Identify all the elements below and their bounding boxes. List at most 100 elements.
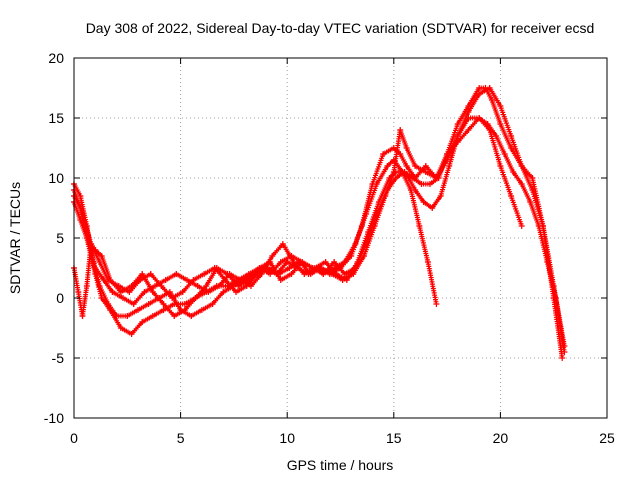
series-line bbox=[73, 117, 566, 347]
data-point bbox=[476, 85, 483, 91]
x-tick-label: 20 bbox=[493, 430, 509, 446]
data-point bbox=[98, 295, 105, 301]
data-point bbox=[429, 205, 436, 211]
axis-ticks: 0 5 10 15 20 25 -10 -5 0 5 10 15 20 bbox=[44, 50, 615, 446]
data-point bbox=[307, 271, 314, 277]
data-point bbox=[454, 139, 461, 145]
series-line bbox=[73, 159, 438, 335]
data-point bbox=[501, 151, 508, 157]
y-tick-label: -5 bbox=[52, 350, 65, 366]
data-point bbox=[139, 319, 146, 325]
x-tick-label: 10 bbox=[279, 430, 295, 446]
data-point bbox=[160, 301, 167, 307]
data-point bbox=[433, 301, 440, 307]
data-point bbox=[139, 271, 146, 277]
data-point bbox=[267, 271, 274, 277]
data-point bbox=[269, 253, 276, 259]
x-axis-label: GPS time / hours bbox=[287, 457, 394, 473]
data-point bbox=[422, 169, 429, 175]
chart-title: Day 308 of 2022, Sidereal Day-to-day VTE… bbox=[86, 20, 595, 36]
data-point bbox=[171, 301, 178, 307]
data-point bbox=[352, 241, 359, 247]
series-markers bbox=[71, 115, 567, 347]
data-point bbox=[341, 271, 348, 277]
data-point bbox=[301, 271, 308, 277]
data-point bbox=[92, 247, 99, 253]
data-point bbox=[245, 271, 252, 277]
data-point bbox=[120, 295, 126, 301]
data-point bbox=[205, 289, 212, 295]
data-point bbox=[392, 175, 399, 181]
data-point bbox=[173, 271, 180, 277]
data-point bbox=[267, 259, 274, 265]
data-point bbox=[422, 163, 429, 169]
data-point bbox=[454, 133, 461, 139]
data-point bbox=[149, 289, 156, 295]
y-axis-label: SDTVAR / TECUs bbox=[7, 182, 23, 294]
data-point bbox=[403, 145, 410, 151]
data-point bbox=[373, 211, 380, 217]
data-point bbox=[107, 277, 114, 283]
data-point bbox=[384, 187, 391, 193]
data-point bbox=[446, 163, 453, 169]
y-tick-label: -10 bbox=[44, 410, 64, 426]
data-point bbox=[243, 283, 250, 289]
data-point bbox=[384, 163, 391, 169]
series-track-2 bbox=[71, 157, 440, 337]
data-point bbox=[322, 259, 329, 265]
data-point bbox=[508, 133, 515, 139]
data-point bbox=[518, 223, 525, 229]
data-point bbox=[318, 265, 325, 271]
data-point bbox=[497, 121, 504, 127]
data-point bbox=[160, 307, 167, 313]
data-point bbox=[188, 313, 195, 319]
y-tick-label: 20 bbox=[48, 50, 64, 66]
data-point bbox=[284, 259, 291, 265]
data-point bbox=[203, 283, 210, 289]
data-point bbox=[277, 277, 284, 283]
data-point bbox=[484, 121, 491, 127]
plot-frame bbox=[73, 57, 608, 419]
data-point bbox=[552, 295, 559, 301]
y-tick-label: 15 bbox=[48, 110, 64, 126]
data-point bbox=[265, 265, 271, 271]
data-point bbox=[444, 151, 451, 157]
grid bbox=[74, 58, 607, 418]
data-point bbox=[403, 163, 410, 169]
data-point bbox=[181, 307, 188, 313]
data-point bbox=[162, 277, 169, 283]
data-point bbox=[508, 193, 515, 199]
series-track-5 bbox=[71, 115, 568, 349]
data-point bbox=[201, 271, 208, 277]
x-tick-label: 15 bbox=[386, 430, 402, 446]
data-point bbox=[213, 265, 220, 271]
data-point bbox=[171, 313, 178, 319]
data-point bbox=[194, 283, 201, 289]
data-point bbox=[363, 211, 370, 217]
data-point bbox=[529, 175, 536, 181]
data-point bbox=[149, 313, 156, 319]
data-point bbox=[126, 289, 133, 295]
data-point bbox=[320, 271, 327, 277]
x-tick-label: 25 bbox=[599, 430, 615, 446]
y-tick-label: 10 bbox=[48, 170, 64, 186]
data-point bbox=[497, 163, 504, 169]
data-point bbox=[424, 259, 431, 265]
data-point bbox=[390, 169, 397, 175]
data-point bbox=[130, 301, 137, 307]
data-point bbox=[454, 121, 461, 127]
data-point bbox=[158, 283, 165, 289]
data-point bbox=[510, 169, 517, 175]
data-point bbox=[184, 277, 190, 283]
data-point bbox=[222, 277, 229, 283]
data-point bbox=[128, 283, 135, 289]
data-point bbox=[290, 259, 297, 265]
data-point bbox=[544, 259, 551, 265]
data-point bbox=[216, 283, 222, 289]
data-point bbox=[437, 193, 444, 199]
data-point bbox=[224, 271, 231, 277]
data-point bbox=[109, 289, 116, 295]
data-point bbox=[420, 199, 427, 205]
data-point bbox=[508, 145, 515, 151]
data-point bbox=[561, 349, 568, 355]
